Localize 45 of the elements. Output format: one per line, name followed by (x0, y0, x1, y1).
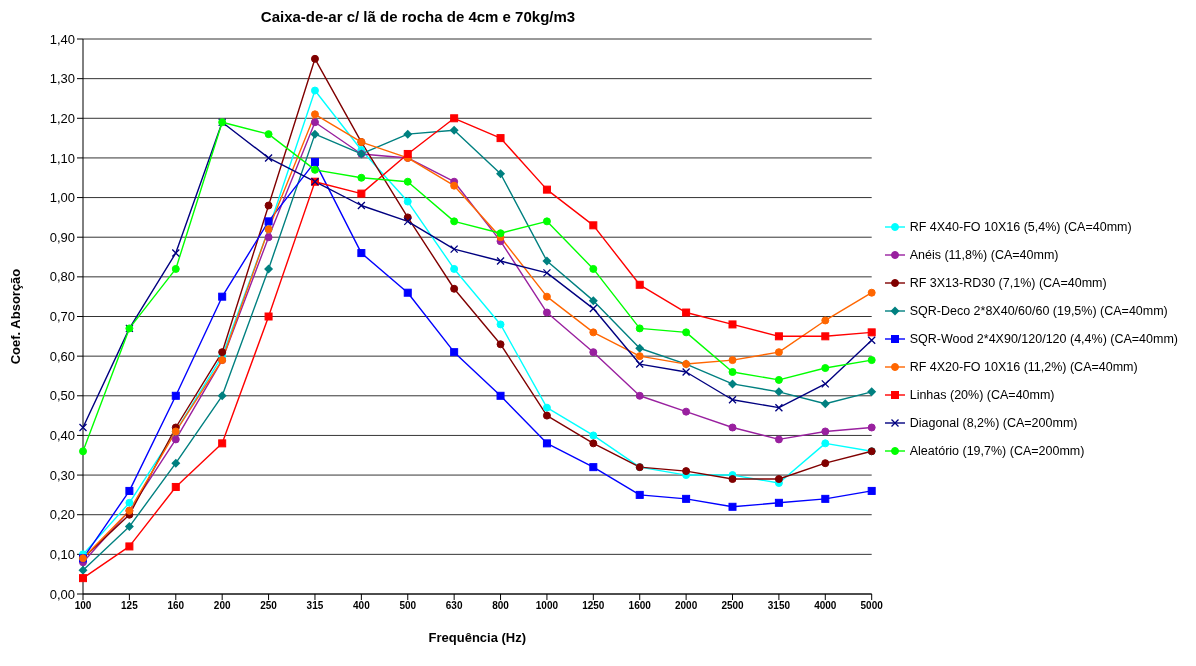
x-tick-label: 5000 (860, 600, 884, 612)
legend-label: RF 4X20-FO 10X16 (11,2%) (CA=40mm) (909, 360, 1138, 374)
x-tick-label: 4000 (814, 600, 837, 612)
x-tick-label: 1250 (582, 600, 605, 612)
y-tick-label: 1,00 (49, 190, 75, 206)
x-tick-label: 800 (492, 600, 510, 612)
y-tick-label: 1,30 (49, 71, 75, 87)
chart-title: Caixa-de-ar c/ lã de rocha de 4cm e 70kg/m3 (259, 8, 577, 25)
legend-label: Aleatório (19,7%) (CA=200mm) (909, 444, 1085, 458)
x-tick-label: 160 (167, 600, 185, 612)
x-tick-label: 250 (260, 600, 278, 612)
x-tick-label: 1000 (535, 600, 559, 612)
x-tick-label: 100 (74, 600, 92, 612)
x-tick-label: 1600 (628, 600, 652, 612)
y-tick-label: 0,30 (49, 467, 75, 483)
y-axis-title: Coef. Absorção (7, 268, 23, 365)
y-tick-label: 0,20 (49, 507, 75, 523)
x-tick-label: 315 (306, 600, 324, 612)
legend-label: SQR-Wood 2*4X90/120/120 (4,4%) (CA=40mm) (909, 332, 1178, 346)
y-tick-label: 0,00 (49, 586, 75, 602)
y-tick-label: 0,90 (49, 229, 75, 245)
y-tick-label: 0,40 (49, 428, 75, 444)
y-tick-label: 1,40 (49, 31, 75, 47)
y-tick-label: 1,20 (49, 110, 75, 126)
legend-label: Linhas (20%) (CA=40mm) (909, 388, 1055, 402)
x-tick-label: 500 (399, 600, 417, 612)
x-tick-label: 400 (353, 600, 371, 612)
legend-label: SQR-Deco 2*8X40/60/60 (19,5%) (CA=40mm) (909, 304, 1168, 318)
x-tick-label: 630 (445, 600, 463, 612)
legend-label: Diagonal (8,2%) (CA=200mm) (909, 416, 1078, 430)
y-tick-label: 0,80 (49, 269, 75, 285)
x-tick-label: 3150 (767, 600, 791, 612)
y-tick-label: 0,70 (49, 309, 75, 325)
y-tick-label: 0,10 (49, 546, 75, 562)
legend-label: Anéis (11,8%) (CA=40mm) (909, 248, 1059, 262)
x-tick-label: 125 (121, 600, 139, 612)
x-tick-label: 200 (213, 600, 231, 612)
y-tick-label: 1,10 (49, 150, 75, 166)
legend-label: RF 4X40-FO 10X16 (5,4%) (CA=40mm) (909, 220, 1132, 234)
x-axis-title: Frequência (Hz) (428, 630, 527, 645)
y-tick-label: 0,50 (49, 388, 75, 404)
y-tick-label: 0,60 (49, 348, 75, 364)
legend-label: RF 3X13-RD30 (7,1%) (CA=40mm) (909, 276, 1107, 290)
x-tick-label: 2500 (721, 600, 745, 612)
x-tick-label: 2000 (674, 600, 698, 612)
